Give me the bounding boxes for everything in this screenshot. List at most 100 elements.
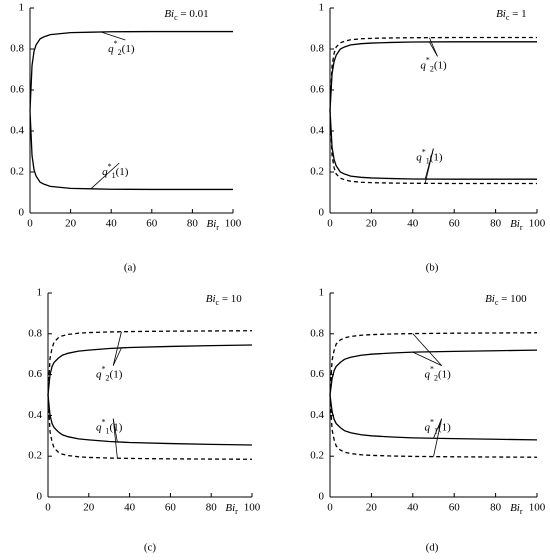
- x-tick-label: 20: [366, 502, 378, 514]
- leader-line: [100, 31, 126, 41]
- y-tick-label: 0.8: [10, 43, 24, 55]
- text-part: q: [420, 59, 426, 71]
- x-tick-label: 80: [490, 218, 502, 230]
- y-tick-label: 0.4: [10, 125, 24, 137]
- text-part: (1): [430, 151, 443, 163]
- y-tick-label: 0.2: [310, 166, 324, 178]
- x-tick-label: 80: [206, 502, 218, 514]
- annotation: Bic = 100: [485, 293, 527, 308]
- text-part: *: [426, 56, 430, 65]
- x-tick-label: 20: [83, 502, 95, 514]
- panel-label: (d): [426, 542, 439, 554]
- line-series: [329, 41, 537, 111]
- text-part: 2: [430, 65, 434, 74]
- text-part: Bi: [164, 8, 174, 20]
- y-tick-label: 1: [37, 287, 43, 299]
- line-series: [47, 330, 253, 396]
- text-part: *: [108, 162, 112, 171]
- panel-label: (c): [144, 542, 157, 554]
- line-series: [329, 349, 538, 396]
- leader-line: [412, 351, 442, 366]
- x-tick-label: 0: [27, 218, 33, 230]
- x-tick-label: 40: [407, 502, 419, 514]
- text-part: (1): [122, 43, 135, 55]
- text-part: 2: [434, 374, 438, 383]
- text-part: 2: [106, 374, 110, 383]
- text-part: r: [216, 223, 219, 232]
- text-part: q: [424, 368, 430, 380]
- y-tick-label: 0.6: [10, 84, 24, 96]
- x-tick-label: 60: [449, 218, 461, 230]
- text-part: Bi: [510, 502, 520, 514]
- x-tick-label: 60: [165, 502, 177, 514]
- text-part: c: [495, 298, 499, 307]
- line-series: [329, 332, 538, 396]
- text-part: (1): [438, 368, 451, 380]
- curve-label: q*1(1): [416, 148, 443, 166]
- line-series: [329, 110, 537, 185]
- y-tick-label: 1: [319, 287, 325, 299]
- text-part: q: [102, 166, 108, 178]
- y-tick-label: 0.6: [310, 84, 324, 96]
- line-series: [329, 394, 538, 441]
- curve-label: q*2(1): [96, 365, 123, 383]
- y-tick-label: 0: [319, 207, 325, 219]
- x-tick-label: 60: [449, 502, 461, 514]
- text-part: (1): [116, 166, 129, 178]
- leader-line: [112, 418, 118, 459]
- y-tick-label: 0: [37, 491, 43, 503]
- text-part: *: [422, 148, 426, 157]
- x-tick-label: 40: [106, 218, 118, 230]
- y-tick-label: 0.8: [310, 327, 324, 339]
- y-tick-label: 1: [19, 2, 25, 14]
- line-series: [329, 394, 538, 458]
- y-tick-label: 0.2: [310, 450, 324, 462]
- leader-line: [90, 162, 120, 190]
- leader-line: [112, 347, 122, 366]
- text-part: (1): [110, 421, 123, 433]
- text-part: = 100: [498, 293, 527, 305]
- line-series: [329, 36, 537, 111]
- text-part: 1: [426, 157, 430, 166]
- text-part: q: [96, 421, 102, 433]
- curve-label: q*2(1): [108, 39, 135, 57]
- y-tick-label: 0.8: [28, 327, 42, 339]
- text-part: r: [520, 223, 523, 232]
- text-part: q: [424, 421, 430, 433]
- y-tick-label: 0: [19, 207, 25, 219]
- y-tick-label: 0.4: [310, 409, 324, 421]
- x-tick-label: 60: [146, 218, 158, 230]
- panel-label: (b): [426, 262, 439, 274]
- line-series: [47, 394, 253, 460]
- annotation: Bic = 1: [496, 8, 527, 23]
- y-tick-label: 0.8: [310, 43, 324, 55]
- text-part: *: [430, 365, 434, 374]
- x-tick-label: 0: [45, 502, 51, 514]
- leader-line: [433, 418, 443, 439]
- text-part: *: [430, 418, 434, 427]
- text-part: = 10: [219, 293, 242, 305]
- text-part: Bi: [206, 293, 216, 305]
- text-part: 1: [112, 171, 116, 180]
- x-axis-label: Bir: [510, 502, 523, 517]
- text-part: c: [216, 298, 220, 307]
- curve-label: q*1(1): [96, 418, 123, 436]
- x-tick-label: 20: [65, 218, 77, 230]
- text-part: c: [174, 13, 178, 22]
- leader-line: [428, 37, 438, 57]
- y-tick-label: 0.2: [28, 450, 42, 462]
- x-tick-label: 100: [529, 218, 546, 230]
- curve-label: q*2(1): [420, 56, 447, 74]
- text-part: r: [520, 507, 523, 516]
- leader-line: [112, 331, 122, 366]
- x-tick-label: 20: [366, 218, 378, 230]
- x-tick-label: 0: [327, 502, 333, 514]
- line-series: [29, 110, 233, 191]
- text-part: Bi: [496, 8, 506, 20]
- text-part: *: [114, 39, 118, 48]
- text-part: q: [416, 151, 422, 163]
